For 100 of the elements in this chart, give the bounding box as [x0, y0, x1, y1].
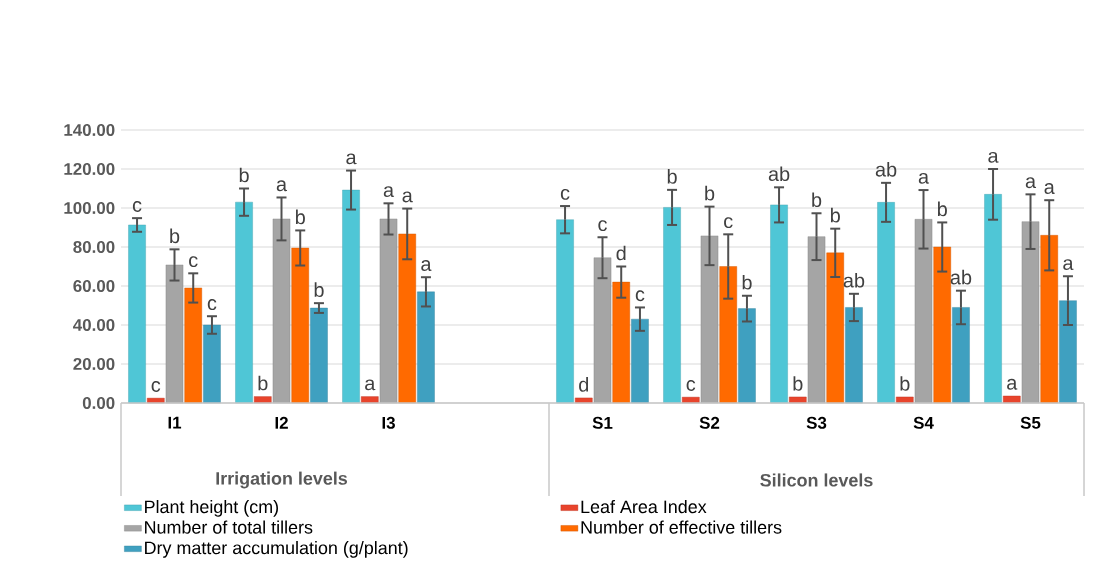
bar: [984, 194, 1002, 404]
legend-label: Dry matter accumulation (g/plant): [145, 541, 408, 558]
x-tick-label: S4: [913, 416, 934, 429]
data-label: c: [560, 188, 570, 200]
bar: [631, 318, 649, 404]
bar: [826, 252, 844, 404]
data-label: c: [635, 290, 645, 302]
data-label: b: [705, 185, 715, 201]
bar: [254, 396, 272, 404]
y-tick-label: 140.00: [64, 124, 115, 136]
bar: [203, 324, 221, 404]
bar: [952, 307, 970, 404]
data-label: a: [1044, 183, 1055, 194]
bar: [914, 219, 933, 404]
data-label: d: [616, 245, 626, 261]
bar: [700, 235, 719, 404]
text: Irrigation levels: [216, 471, 348, 489]
y-tick-label: 80.00: [73, 241, 115, 253]
legend-label: Plant height (cm): [145, 500, 278, 517]
legend-label: Leaf Area Index: [581, 500, 707, 514]
bar: [1021, 221, 1040, 404]
text: Silicon levels: [760, 473, 873, 487]
bar: [663, 207, 681, 404]
legend-label: Number of total tillers: [145, 520, 313, 534]
data-label: b: [295, 209, 305, 225]
y-tick-label: 100.00: [64, 202, 115, 214]
bar: [807, 236, 826, 404]
data-label: c: [151, 381, 161, 392]
y-tick-label: 40.00: [73, 319, 115, 331]
data-label: a: [988, 151, 999, 163]
data-label: b: [170, 228, 180, 244]
data-label: a: [1063, 259, 1074, 271]
bar: [738, 308, 756, 404]
y-tick-label: 60.00: [73, 280, 115, 292]
bar: [556, 219, 574, 404]
bar: [310, 307, 328, 404]
bar: [770, 204, 788, 404]
bar: [933, 246, 951, 404]
bar: [184, 287, 202, 404]
data-label: c: [724, 217, 733, 229]
bar: [877, 202, 895, 404]
bar: [593, 257, 612, 404]
x-tick-label: I1: [168, 416, 182, 429]
data-label: a: [1007, 378, 1018, 390]
bar: [361, 396, 379, 404]
bar: [417, 291, 435, 404]
x-tick-label: S2: [699, 416, 720, 429]
data-label: a: [421, 260, 432, 272]
bar: [272, 218, 291, 404]
data-label: b: [830, 207, 840, 223]
bar: [575, 397, 593, 404]
data-label: a: [346, 153, 357, 165]
data-label: a: [276, 180, 288, 192]
data-label: a: [383, 186, 395, 198]
bar: [1040, 235, 1058, 404]
data-label: c: [132, 201, 142, 212]
bar: [845, 307, 863, 404]
data-label: b: [812, 192, 822, 208]
bar: [1003, 395, 1021, 404]
data-label: b: [900, 376, 910, 391]
y-tick-label: 20.00: [73, 358, 115, 370]
x-tick-label: S1: [592, 416, 613, 429]
data-label: b: [314, 282, 324, 297]
data-label: b: [742, 274, 752, 290]
bar: [789, 396, 807, 404]
data-label: b: [667, 169, 677, 184]
bar: [1059, 300, 1077, 404]
x-tick-label: I3: [382, 416, 395, 429]
bar: [165, 264, 184, 404]
data-label: ab: [768, 166, 790, 182]
data-label: c: [598, 220, 607, 232]
bar: [342, 189, 360, 404]
data-label: b: [937, 201, 947, 217]
bar: [147, 397, 165, 404]
data-label: a: [402, 191, 413, 203]
data-label: a: [918, 172, 930, 184]
x-tick-label: S3: [806, 416, 827, 429]
x-tick-label: I2: [275, 416, 288, 429]
data-label: a: [1025, 177, 1037, 189]
data-label: b: [793, 376, 803, 391]
data-label: c: [207, 299, 217, 311]
x-tick-label: S5: [1020, 416, 1041, 429]
data-label: d: [579, 377, 589, 392]
bar: [398, 233, 416, 404]
y-tick-label: 0.00: [82, 397, 115, 409]
bar: [128, 224, 146, 404]
data-label: ab: [875, 162, 897, 177]
data-label: b: [258, 375, 268, 391]
bar: [291, 247, 309, 404]
data-label: c: [686, 380, 696, 391]
bar: [379, 218, 398, 404]
data-label: a: [365, 379, 376, 391]
legend-label: Number of effective tillers: [581, 520, 782, 534]
bar: [896, 396, 914, 404]
bar: [612, 281, 630, 404]
y-tick-label: 120.00: [64, 163, 115, 175]
bar: [719, 266, 737, 404]
data-label: b: [239, 167, 249, 183]
bar: [235, 201, 253, 404]
data-label: c: [189, 256, 198, 268]
